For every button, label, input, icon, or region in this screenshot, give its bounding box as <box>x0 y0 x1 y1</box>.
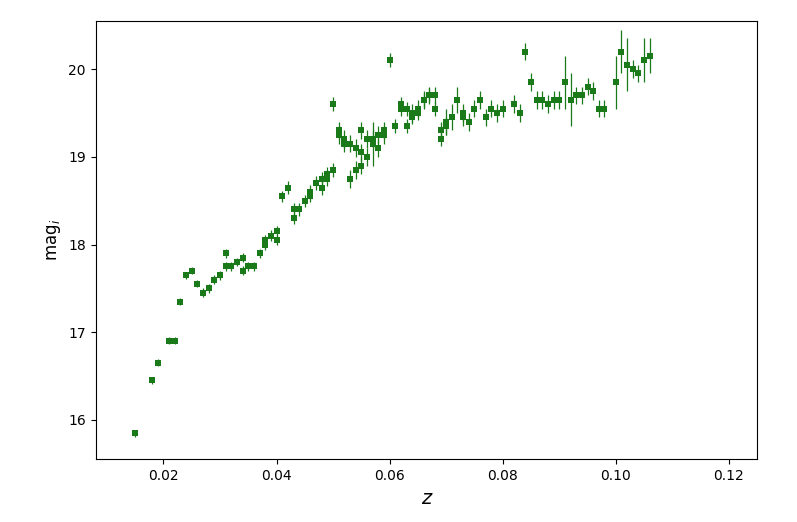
Y-axis label: mag$_i$: mag$_i$ <box>45 219 63 262</box>
X-axis label: z: z <box>422 489 431 507</box>
